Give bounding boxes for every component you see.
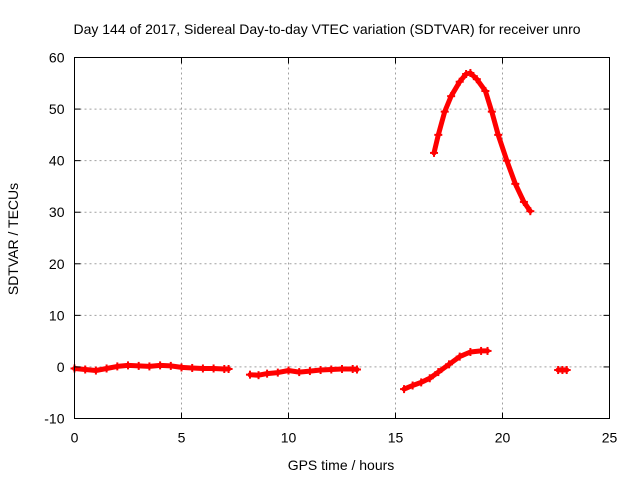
y-axis-tick-labels: -10 0 10 20 30 40 50 60 — [44, 50, 64, 427]
series-segment-1 — [70, 361, 233, 375]
y-tick-label: 50 — [49, 101, 65, 117]
x-axis-tick-labels: 0 5 10 15 20 25 — [71, 430, 618, 446]
x-tick-label: 5 — [178, 430, 186, 446]
y-tick-label: 10 — [49, 307, 65, 323]
series-line — [401, 348, 490, 392]
x-tick-label: 10 — [281, 430, 297, 446]
y-tick-label: 20 — [49, 256, 65, 272]
y-tick-label: 30 — [49, 204, 65, 220]
y-axis-label: SDTVAR / TECUs — [5, 183, 21, 295]
y-tick-label: 40 — [49, 153, 65, 169]
series-segment-5 — [554, 366, 571, 375]
series-line — [431, 70, 533, 214]
y-tick-label: 0 — [57, 359, 65, 375]
grid-lines — [74, 57, 610, 419]
series-segment-3 — [400, 346, 492, 394]
x-tick-label: 25 — [602, 430, 618, 446]
series-line — [72, 362, 232, 373]
series-segment-2 — [245, 364, 361, 380]
x-tick-label: 0 — [71, 430, 79, 446]
x-tick-label: 20 — [495, 430, 511, 446]
series-segment-4 — [430, 68, 535, 216]
plot-frame — [74, 57, 610, 419]
chart-title: Day 144 of 2017, Sidereal Day-to-day VTE… — [73, 21, 580, 37]
x-tick-label: 15 — [388, 430, 404, 446]
x-axis-label: GPS time / hours — [288, 457, 395, 473]
data-series — [70, 68, 571, 394]
y-tick-label: -10 — [44, 411, 64, 427]
axis-ticks — [74, 57, 610, 419]
y-tick-label: 60 — [49, 50, 65, 66]
